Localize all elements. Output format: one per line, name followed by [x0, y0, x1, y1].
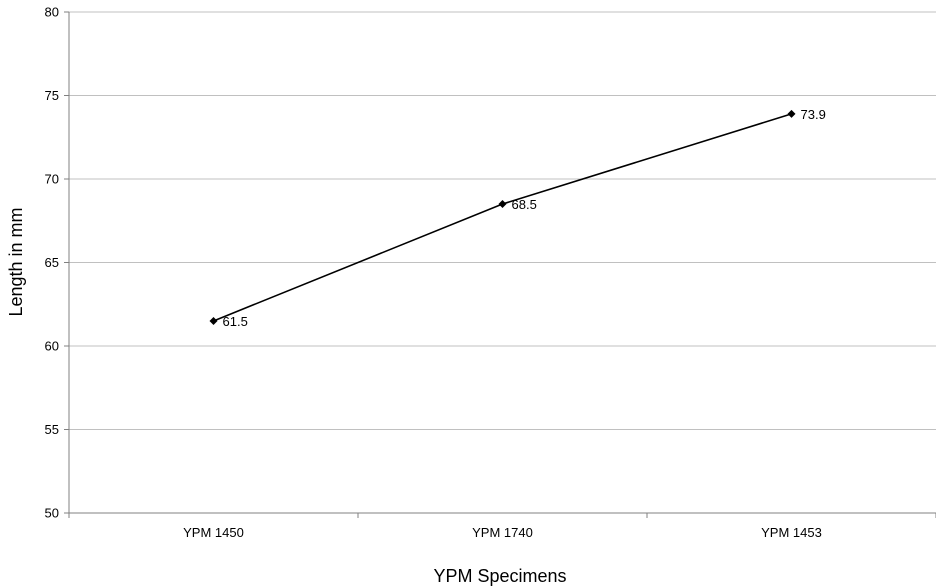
y-tick-label-50: 50	[45, 506, 59, 521]
x-tick-label-1: YPM 1740	[472, 525, 533, 540]
y-tick-label-80: 80	[45, 5, 59, 20]
y-axis-title: Length in mm	[6, 207, 26, 316]
x-ticks: YPM 1450 YPM 1740 YPM 1453	[68, 513, 936, 540]
x-axis-title: YPM Specimens	[433, 566, 566, 586]
data-label-0: 61.5	[223, 314, 248, 329]
y-tick-label-55: 55	[45, 422, 59, 437]
gridlines	[69, 11, 936, 430]
data-point-0	[209, 316, 218, 325]
x-tick-label-2: YPM 1453	[761, 525, 822, 540]
y-ticks: 50 55 60 65 70 75 80	[45, 5, 69, 521]
series-group: 61.5 68.5 73.9	[209, 107, 826, 329]
data-point-2	[787, 109, 796, 118]
data-label-1: 68.5	[512, 197, 537, 212]
series-line-0	[213, 113, 792, 322]
data-label-2: 73.9	[801, 107, 826, 122]
y-tick-label-60: 60	[45, 339, 59, 354]
y-tick-label-65: 65	[45, 255, 59, 270]
data-point-1	[498, 200, 507, 209]
y-tick-label-75: 75	[45, 88, 59, 103]
x-tick-label-0: YPM 1450	[183, 525, 244, 540]
y-tick-label-70: 70	[45, 172, 59, 187]
